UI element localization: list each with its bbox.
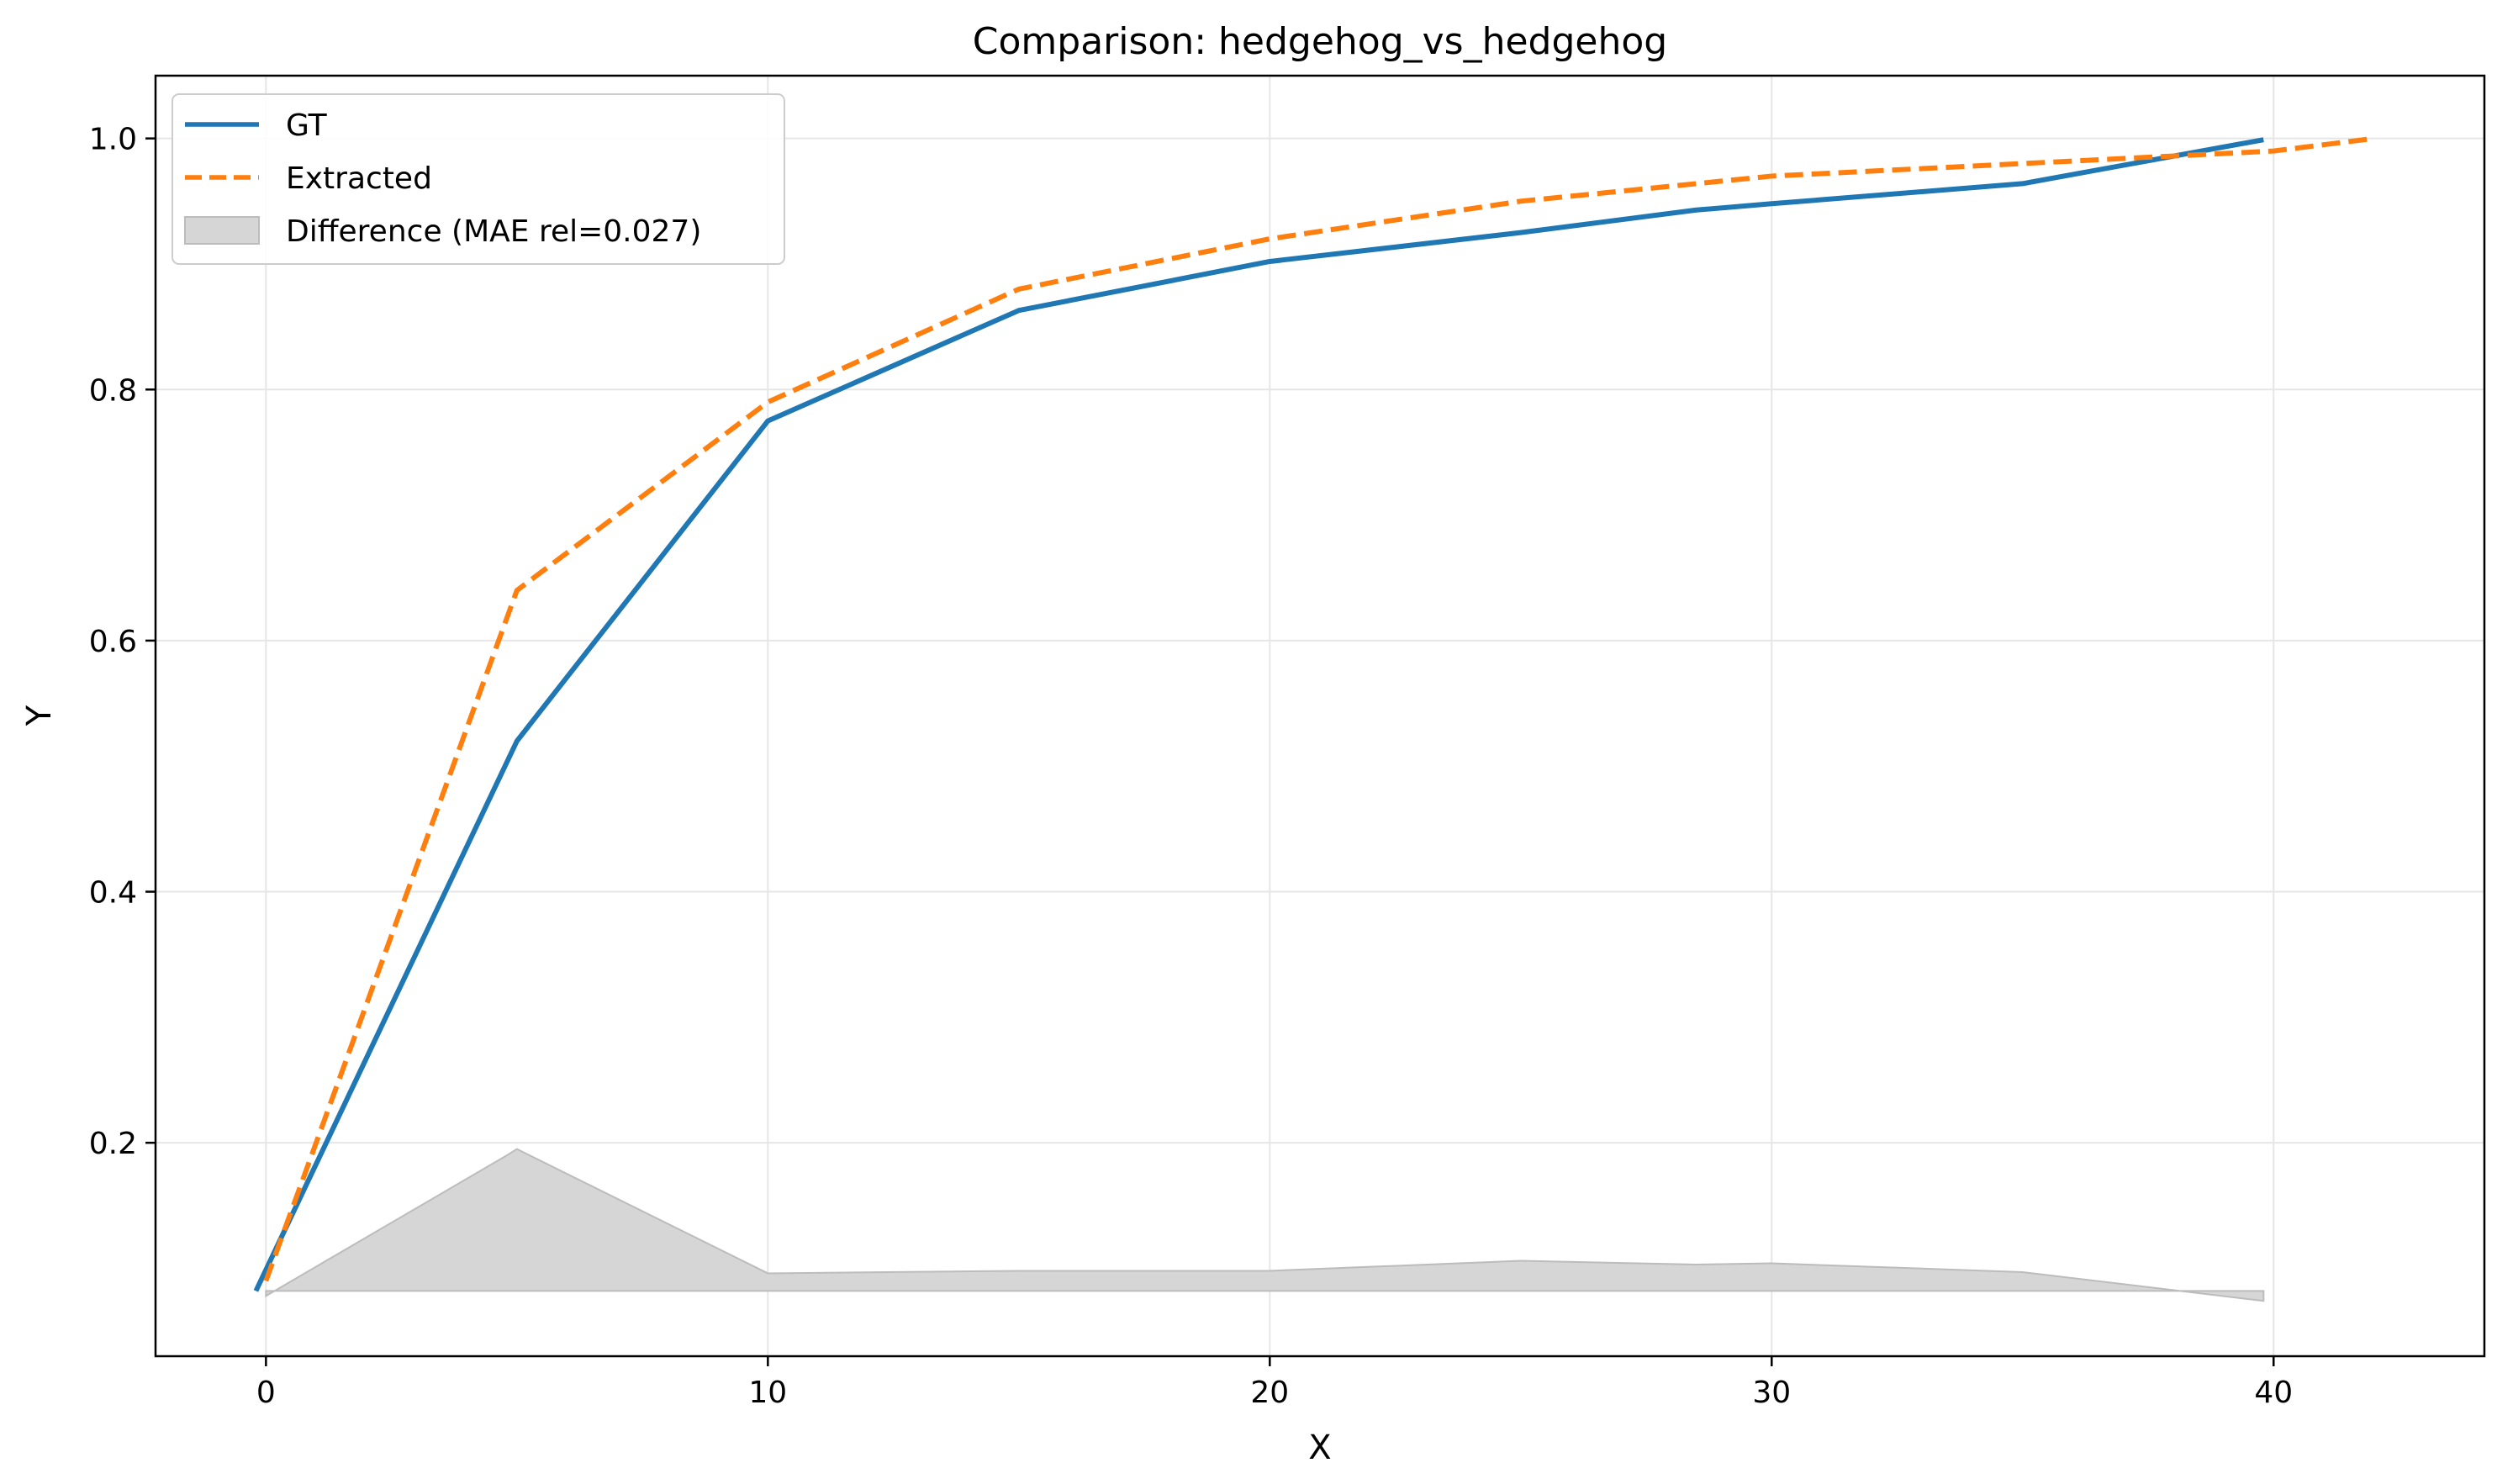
y-tick-label-0: 0.2	[89, 1127, 137, 1161]
x-tick-label-3: 30	[1752, 1376, 1791, 1410]
y-tick-label-1: 0.4	[89, 876, 137, 911]
x-tick-label-2: 20	[1250, 1376, 1289, 1410]
difference-band	[265, 1148, 2265, 1302]
difference-area	[265, 1148, 2265, 1302]
legend-box	[172, 93, 785, 265]
grid	[156, 76, 2484, 1356]
chart-title: Comparison: hedgehog_vs_hedgehog	[973, 20, 1667, 63]
axis-ticks: 0 10 20 30 40 0.2 0.4 0.6 0.8 1.0	[89, 123, 2293, 1410]
y-tick-label-3: 0.8	[89, 373, 137, 408]
y-tick-label-2: 0.6	[89, 625, 137, 659]
series-line-gt	[253, 137, 2264, 1292]
x-tick-label-4: 40	[2254, 1376, 2293, 1410]
y-axis-label: Y	[20, 705, 59, 726]
x-tick-label-0: 0	[256, 1376, 276, 1410]
plot-frame	[154, 74, 2486, 1358]
series-lines	[253, 135, 2375, 1292]
y-tick-label-4: 1.0	[89, 123, 137, 157]
legend-difference-swatch	[184, 216, 260, 245]
x-axis-label: X	[1308, 1429, 1331, 1467]
series-line-extracted	[263, 135, 2375, 1282]
legend-extracted-label: Extracted	[286, 161, 432, 196]
legend-gt-label: GT	[286, 108, 328, 143]
x-tick-label-1: 10	[748, 1376, 787, 1410]
legend-difference-label: Difference (MAE rel=0.027)	[286, 214, 701, 249]
legend: GT Extracted Difference (MAE rel=0.027)	[172, 93, 785, 265]
